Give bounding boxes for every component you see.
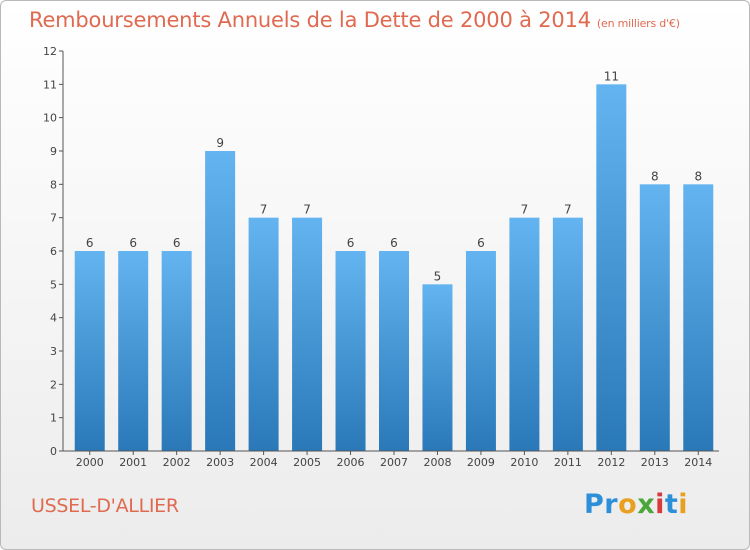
x-tick-label-2004: 2004 (250, 456, 278, 469)
y-tick-label: 12 (43, 45, 57, 58)
data-label-2013: 8 (651, 169, 659, 183)
x-tick-label-2010: 2010 (510, 456, 538, 469)
data-label-2011: 7 (564, 203, 572, 217)
y-tick-label: 11 (43, 78, 57, 91)
data-label-2005: 7 (303, 203, 311, 217)
bar-2014 (683, 184, 714, 452)
y-tick-label: 3 (50, 345, 57, 358)
x-tick-label-2011: 2011 (554, 456, 582, 469)
x-tick-label-2007: 2007 (380, 456, 408, 469)
y-tick-label: 4 (50, 312, 57, 325)
data-label-2002: 6 (173, 236, 181, 250)
x-tick-label-2009: 2009 (467, 456, 495, 469)
commune-name: USSEL-D'ALLIER (31, 495, 179, 517)
bar-2004 (248, 217, 279, 451)
x-tick-label-2012: 2012 (597, 456, 625, 469)
x-axis: 2000 2001 2002 2003 2004 2005 2006 2007 2008 2009… (63, 450, 719, 469)
bar-2007 (379, 251, 409, 451)
x-tick-label-2008: 2008 (423, 456, 451, 469)
logo-letter: i (678, 489, 689, 520)
chart-title: Remboursements Annuels de la Dette de 20… (29, 8, 680, 32)
x-tick-label-2000: 2000 (76, 456, 104, 469)
bar-2000 (74, 251, 105, 451)
y-tick-label: 2 (50, 378, 57, 391)
y-tick-label: 1 (50, 412, 57, 425)
logo-letter: P (584, 489, 605, 520)
data-label-2003: 9 (216, 136, 224, 150)
data-label-2006: 6 (347, 236, 355, 250)
bar-2013 (639, 184, 670, 452)
bars: 6 6 6 9 7 7 6 6 5 6 7 7 11 8 8 (74, 69, 714, 452)
bar-2009 (465, 251, 496, 451)
bar-2012 (596, 84, 627, 451)
bar-2006 (335, 251, 366, 451)
data-label-2004: 7 (260, 203, 268, 217)
bar-2002 (161, 251, 192, 451)
y-tick-label: 7 (50, 212, 57, 225)
data-label-2010: 7 (521, 203, 529, 217)
data-label-2000: 6 (86, 236, 94, 250)
proxiti-logo: Proxiti (584, 489, 688, 520)
chart-title-text: Remboursements Annuels de la Dette de 20… (29, 8, 591, 32)
y-tick-label: 10 (43, 112, 57, 125)
bar-2011 (552, 217, 583, 451)
chart-unit: (en milliers d'€) (596, 17, 680, 30)
data-label-2001: 6 (129, 236, 137, 250)
data-label-2012: 11 (604, 69, 619, 83)
x-tick-label-2014: 2014 (684, 456, 712, 469)
logo-letter: x (637, 489, 656, 520)
logo-letter: o (618, 489, 638, 520)
y-tick-label: 0 (50, 445, 57, 458)
x-tick-label-2013: 2013 (641, 456, 669, 469)
data-label-2008: 5 (434, 269, 442, 283)
y-tick-label: 8 (50, 178, 57, 191)
bar-2010 (509, 217, 540, 451)
data-label-2014: 8 (694, 169, 702, 183)
x-tick-label-2006: 2006 (337, 456, 365, 469)
x-tick-label-2002: 2002 (163, 456, 191, 469)
logo-letter: t (664, 489, 679, 520)
logo-letter: r (604, 489, 619, 520)
data-label-2007: 6 (390, 236, 398, 250)
bar-2003 (205, 151, 236, 451)
y-tick-label: 9 (50, 145, 57, 158)
y-tick-label: 6 (50, 245, 57, 258)
bar-2001 (118, 251, 149, 451)
x-tick-label-2005: 2005 (293, 456, 321, 469)
bar-2008 (422, 284, 453, 451)
y-tick-label: 5 (50, 278, 57, 291)
x-tick-label-2003: 2003 (206, 456, 234, 469)
logo-letter: i (655, 489, 665, 520)
x-tick-label-2001: 2001 (119, 456, 147, 469)
data-label-2009: 6 (477, 236, 485, 250)
bar-2005 (292, 217, 323, 451)
